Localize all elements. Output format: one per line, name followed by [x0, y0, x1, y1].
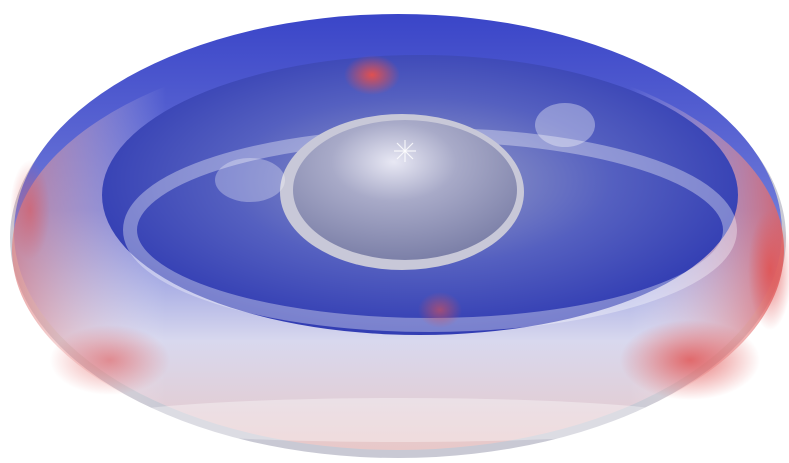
red-patch	[344, 55, 400, 95]
highlight	[100, 398, 700, 442]
red-patch	[10, 160, 50, 260]
highlight	[215, 158, 285, 202]
red-patch	[50, 325, 170, 395]
center-star	[394, 140, 416, 162]
center-disc	[293, 120, 517, 260]
red-patch	[748, 210, 789, 330]
highlight	[535, 103, 595, 147]
red-patch	[418, 292, 462, 328]
red-patch	[620, 320, 760, 400]
